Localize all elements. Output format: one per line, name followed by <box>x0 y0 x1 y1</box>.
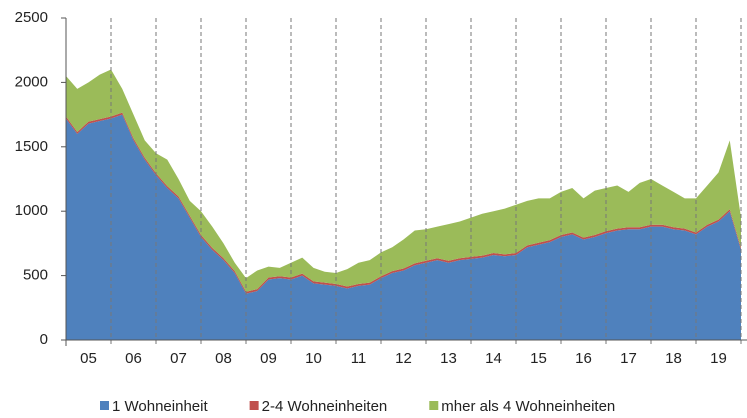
x-tick-label: 13 <box>440 350 457 367</box>
y-tick-label: 500 <box>23 267 48 284</box>
x-tick-label: 09 <box>260 350 277 367</box>
x-tick-label: 06 <box>125 350 142 367</box>
y-tick-label: 2500 <box>15 9 48 26</box>
x-tick-label: 10 <box>305 350 322 367</box>
legend-label: mher als 4 Wohneinheiten <box>441 398 615 415</box>
legend-swatch <box>429 401 439 410</box>
y-tick-label: 1000 <box>15 202 48 219</box>
legend: 1 Wohneinheit 2-4 Wohneinheiten mher als 4… <box>100 398 615 415</box>
area <box>66 114 741 340</box>
x-tick-label: 17 <box>620 350 637 367</box>
legend-label: 2-4 Wohneinheiten <box>262 398 388 415</box>
legend-swatch <box>100 401 109 410</box>
legend-label: 1 Wohneinheit <box>112 398 208 415</box>
x-tick-label: 08 <box>215 350 232 367</box>
x-tick-label: 07 <box>170 350 187 367</box>
legend-swatch <box>249 401 259 410</box>
x-tick-label: 11 <box>351 350 367 367</box>
x-tick-label: 18 <box>665 350 682 367</box>
x-tick-label: 15 <box>530 350 547 367</box>
x-tick-label: 19 <box>710 350 727 367</box>
y-tick-label: 0 <box>40 331 48 348</box>
x-tick-label: 14 <box>485 350 502 367</box>
y-tick-label: 1500 <box>15 138 48 155</box>
x-tick-label: 16 <box>575 350 592 367</box>
area <box>66 69 741 292</box>
x-tick-label: 05 <box>80 350 97 367</box>
x-tick-label: 12 <box>395 350 412 367</box>
y-tick-label: 2000 <box>15 73 48 90</box>
